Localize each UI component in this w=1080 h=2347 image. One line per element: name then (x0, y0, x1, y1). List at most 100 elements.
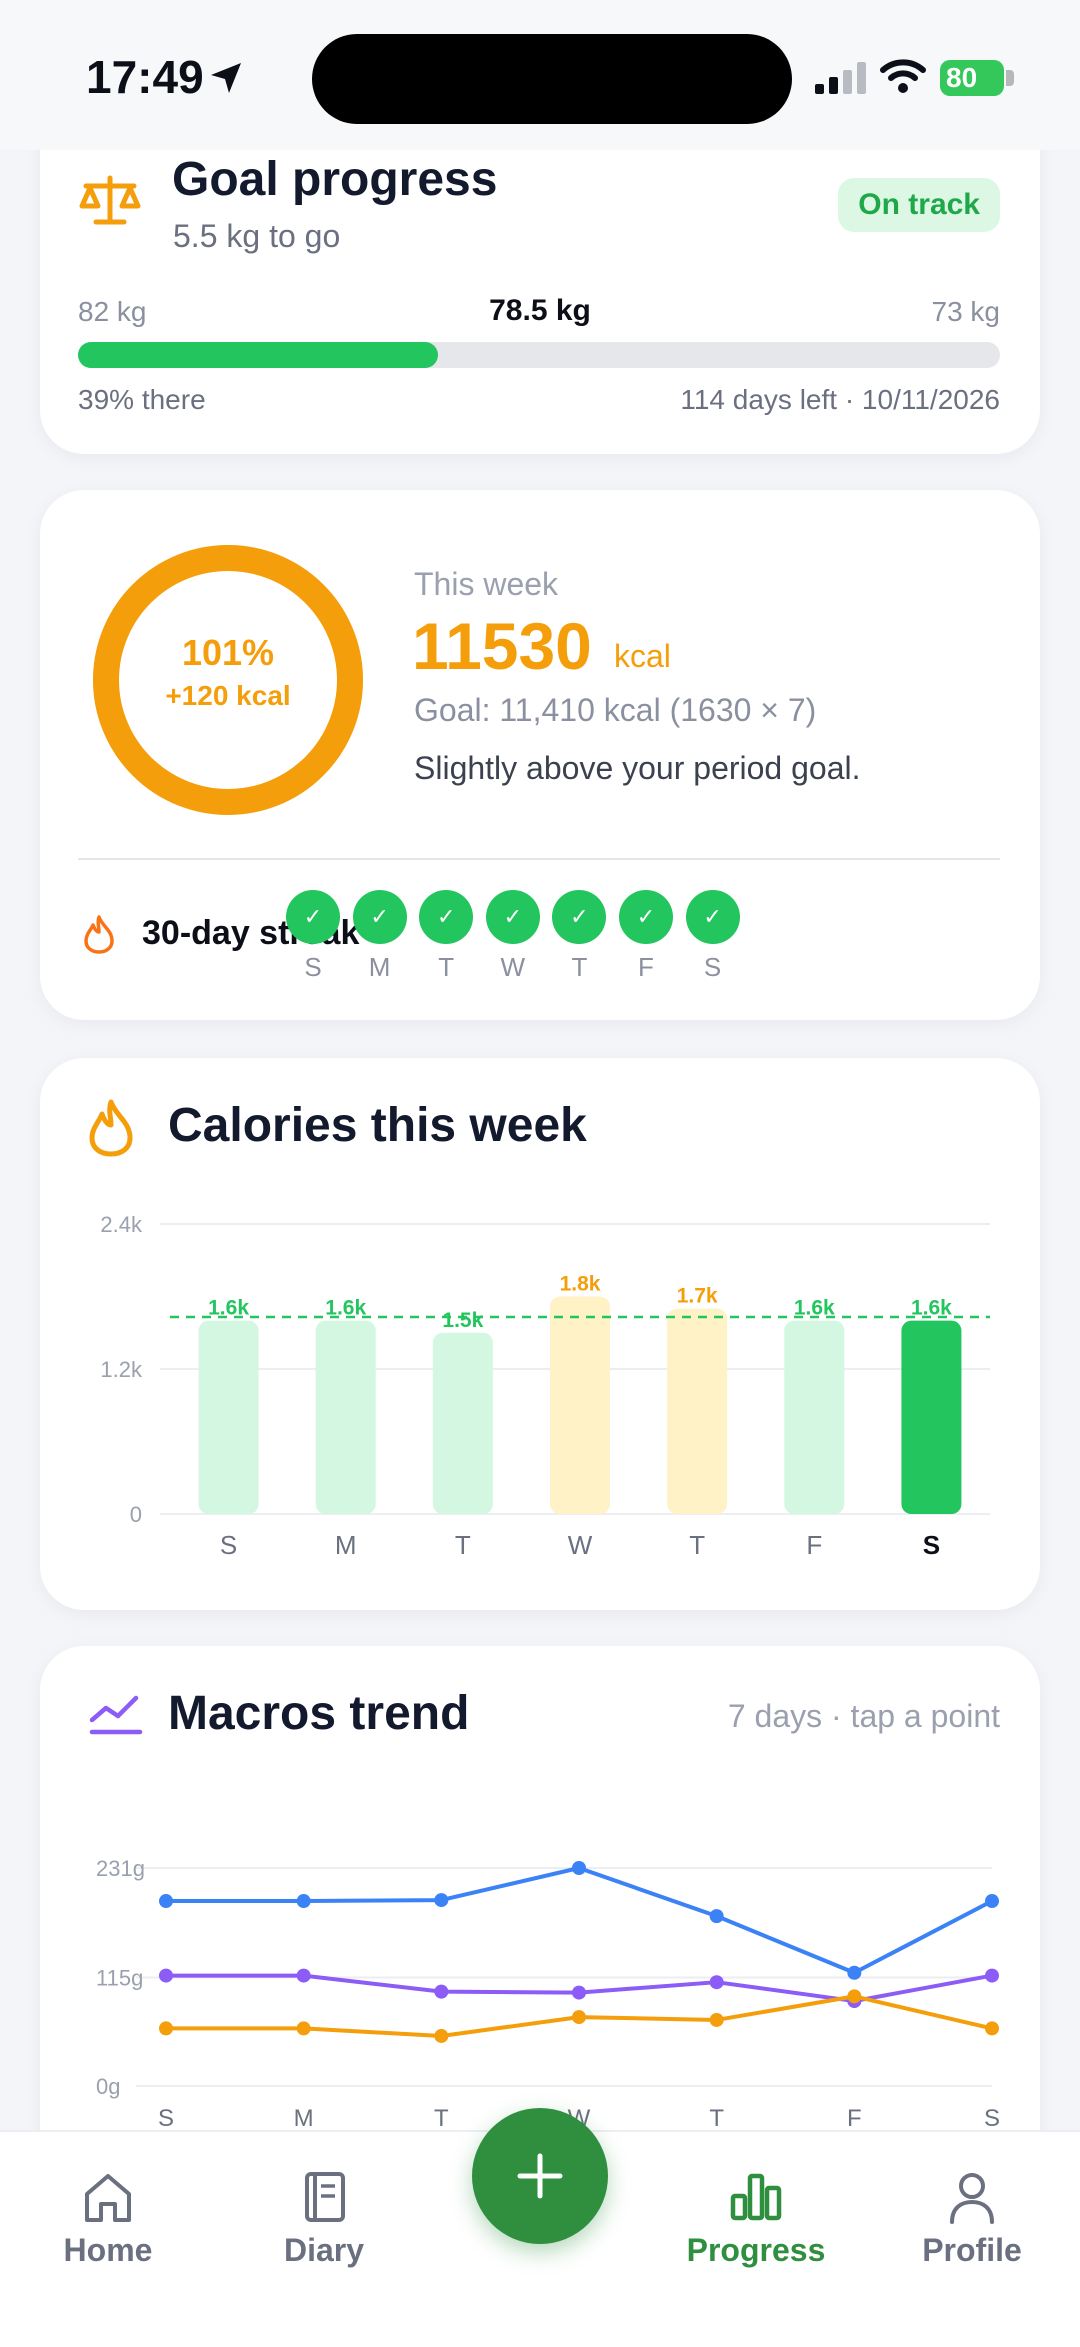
x-tick-label: T (689, 1530, 705, 1560)
calorie-bar[interactable] (667, 1308, 728, 1514)
x-tick-label: T (434, 2105, 449, 2132)
flame-icon (84, 915, 114, 954)
streak-day-label: T (438, 952, 455, 982)
calorie-bar[interactable] (901, 1320, 962, 1514)
bar-data-label: 1.6k (325, 1297, 366, 1320)
streak-day-label: T (571, 952, 588, 982)
macro-data-point[interactable] (159, 2021, 173, 2036)
goal-progress-bar (78, 342, 1000, 368)
calorie-bar[interactable] (784, 1320, 845, 1514)
dynamic-island (312, 34, 792, 124)
bar-data-label: 1.5k (442, 1309, 483, 1332)
tab-diary[interactable]: Diary (244, 2168, 404, 2269)
macro-data-point[interactable] (434, 2028, 449, 2043)
week-message: Slightly above your period goal. (414, 750, 861, 786)
ring-delta: +120 kcal (165, 680, 291, 711)
macro-data-point[interactable] (572, 1985, 586, 2000)
macro-data-point[interactable] (434, 1984, 449, 1999)
macro-data-point[interactable] (709, 1975, 724, 1990)
tab-profile[interactable]: Profile (892, 2168, 1052, 2269)
macro-data-point[interactable] (434, 1893, 449, 1908)
calories-bar-chart: 0 1.2k 2.4k 1.6k S 1.6k M 1.5k T 1.8k W 1.7k T 1.6k F 1… (100, 1212, 990, 1560)
streak-day-check: ✓ (419, 890, 474, 944)
macro-data-point[interactable] (572, 2010, 586, 2025)
add-entry-button[interactable] (472, 2108, 608, 2244)
y-tick-label: 0g (96, 2074, 120, 2099)
x-tick-label: S (923, 1530, 940, 1560)
goal-progress-card[interactable]: Goal progress 5.5 kg to go On track 82 k… (40, 100, 1040, 454)
plus-icon (517, 2153, 563, 2199)
calories-card-title: Calories this week (168, 1099, 587, 1152)
start-weight: 82 kg (78, 296, 147, 327)
battery-level: 80 (946, 62, 978, 93)
days-left: 114 days left · 10/11/2026 (680, 384, 1000, 415)
calorie-bar[interactable] (198, 1320, 259, 1514)
x-tick-label: M (335, 1530, 357, 1560)
week-goal: Goal: 11,410 kcal (1630 × 7) (414, 692, 817, 728)
macro-data-point[interactable] (296, 2021, 311, 2036)
tab-label: Diary (283, 2232, 365, 2268)
bar-data-label: 1.7k (677, 1285, 718, 1308)
bar-data-label: 1.6k (794, 1297, 835, 1320)
x-tick-label: S (220, 1530, 237, 1560)
status-time: 17:49 (86, 51, 204, 103)
home-icon (85, 2174, 131, 2222)
streak-day-check: ✓ (685, 890, 740, 944)
y-tick-label: 115g (96, 1965, 143, 1990)
x-tick-label: T (455, 1530, 471, 1560)
macro-data-point[interactable] (985, 1894, 999, 1909)
macro-series-line (166, 1866, 993, 1975)
calorie-bar[interactable] (315, 1320, 376, 1514)
streak-day-label: F (638, 952, 654, 982)
x-tick-label: S (158, 2105, 174, 2132)
goal-progress-fill (78, 342, 438, 368)
x-tick-label: S (984, 2105, 1000, 2132)
macro-data-point[interactable] (985, 1968, 999, 1983)
calories-week-card[interactable]: Calories this week 0 1.2k 2.4k 1.6k S 1.6k M 1.… (40, 1058, 1040, 1610)
macro-data-point[interactable] (847, 1965, 862, 1980)
streak-day-check: ✓ (552, 890, 607, 944)
status-badge: On track (838, 178, 1000, 232)
tab-progress[interactable]: Progress (676, 2168, 836, 2269)
flame-icon (89, 1099, 133, 1157)
week-kcal-total: 11530 (412, 609, 592, 683)
tab-home[interactable]: Home (28, 2168, 188, 2269)
calorie-bar[interactable] (432, 1332, 493, 1514)
streak-day-check: ✓ (286, 890, 340, 944)
macro-data-point[interactable] (159, 1968, 173, 1983)
macro-data-point[interactable] (709, 2012, 724, 2027)
profile-icon (950, 2173, 994, 2224)
macro-data-point[interactable] (709, 1909, 724, 1924)
x-tick-label: F (806, 1530, 822, 1560)
macro-data-point[interactable] (572, 1861, 586, 1875)
macro-data-point[interactable] (847, 1989, 862, 2004)
streak-day-label: W (500, 952, 526, 982)
weekly-summary-card[interactable]: 101% +120 kcal This week 11530 kcal Goal… (40, 490, 1040, 1020)
divider (78, 858, 1000, 860)
x-tick-label: F (847, 2105, 862, 2132)
current-weight: 78.5 kg (489, 294, 591, 327)
streak-day-check: ✓ (619, 890, 673, 944)
weekly-progress-ring (93, 545, 363, 815)
macros-hint: 7 days · tap a point (727, 1698, 1000, 1734)
x-tick-label: T (709, 2105, 724, 2132)
bar-data-label: 1.8k (560, 1273, 601, 1296)
goal-title: Goal progress (172, 153, 498, 206)
streak-day-check: ✓ (352, 890, 407, 944)
macro-data-point[interactable] (985, 2021, 999, 2036)
tab-label: Home (63, 2232, 153, 2268)
calorie-bar[interactable] (550, 1296, 610, 1515)
bar-data-label: 1.6k (208, 1297, 249, 1320)
tab-label: Progress (686, 2232, 826, 2268)
bar-data-label: 1.6k (911, 1297, 952, 1320)
macro-data-point[interactable] (296, 1894, 311, 1909)
streak-day-label: M (368, 952, 391, 982)
macro-data-point[interactable] (296, 1968, 311, 1983)
macro-data-point[interactable] (159, 1894, 173, 1909)
goal-weight: 73 kg (931, 296, 1001, 327)
y-tick-label: 1.2k (100, 1357, 143, 1382)
diary-icon (305, 2172, 345, 2222)
week-label: This week (414, 566, 559, 602)
progress-icon (730, 2173, 782, 2221)
